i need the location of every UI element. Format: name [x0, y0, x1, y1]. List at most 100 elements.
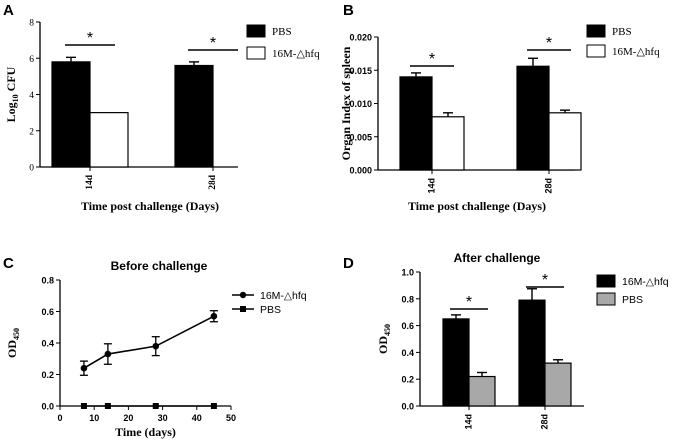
bar-PBS-28d	[516, 65, 550, 171]
x-tick-label: 40	[192, 413, 202, 423]
y-tick-label: 0.6	[41, 307, 54, 317]
data-point-16Mhfq	[104, 350, 112, 358]
chart-title-c: Before challenge	[111, 259, 208, 273]
y-tick-label: 0.0	[41, 402, 54, 412]
legend-swatch-PBS	[586, 24, 606, 38]
panel-c: C Before challenge 0.0 0.2 0.4 0.6 0.8 0 10 20 3…	[3, 255, 307, 439]
data-point-PBS	[104, 403, 111, 409]
bar-PBS-14d	[399, 76, 433, 171]
legend-label: PBS	[612, 26, 632, 38]
panel-letter-d: D	[343, 255, 354, 272]
legend-label: PBS	[260, 304, 281, 316]
y-tick-label: 0.0	[401, 402, 414, 412]
y-axis-title-subscript: 450	[12, 328, 21, 340]
bar-PBS-14d	[468, 375, 496, 407]
y-axis-title: Organ Index of spleen	[339, 46, 353, 160]
legend-swatch-16Mhfq	[586, 44, 606, 58]
y-tick-label: 0.020	[349, 33, 372, 43]
data-point-16Mhfq	[210, 312, 218, 320]
y-tick-label: 0.8	[41, 276, 54, 286]
legend-swatch-PBS	[596, 292, 616, 306]
bar-16Mhfq-28d	[548, 112, 582, 171]
bar-PBS-14d	[51, 61, 91, 168]
y-tick-label: 0.8	[401, 294, 414, 304]
y-axis-title-main: OD	[5, 340, 19, 358]
x-axis-title: Time post challenge (Days)	[81, 199, 219, 213]
y-tick-label: 0.000	[349, 166, 372, 176]
significance-star: *	[210, 35, 216, 52]
x-tick-label: 14d	[426, 178, 436, 194]
significance-star: *	[429, 51, 435, 68]
panel-letter-c: C	[3, 255, 14, 272]
bar-PBS-28d	[544, 362, 572, 407]
y-tick-label: 0.6	[401, 321, 414, 331]
y-tick-label: 0.4	[41, 339, 54, 349]
panel-d: D After challenge 0.0 0.2 0.4 0.6 0.8 1.0 14d *…	[343, 251, 669, 430]
y-axis-title: OD450	[376, 324, 392, 354]
bar-16Mhfq-14d	[442, 318, 470, 407]
x-axis-title: Time (days)	[115, 425, 176, 439]
bar-16Mhfq-14d	[431, 116, 465, 171]
y-tick-label: 2	[29, 127, 34, 137]
y-axis-title-main: OD	[376, 336, 390, 354]
y-tick-label: 0.4	[401, 348, 414, 358]
data-point-PBS	[80, 403, 87, 409]
y-tick-label: 6	[29, 55, 34, 65]
x-tick-label: 10	[89, 413, 99, 423]
legend-swatch-16Mhfq	[246, 46, 266, 60]
legend-label: 16M-△hfq	[260, 290, 307, 302]
panel-a: A 0 2 4 6 8 14d * 28d * Time post challenge (Days…	[3, 2, 320, 213]
x-axis-title: Time post challenge (Days)	[408, 199, 546, 213]
data-point-16Mhfq	[80, 364, 88, 372]
y-tick-label: 0.015	[349, 66, 372, 76]
data-point-16Mhfq	[152, 342, 160, 350]
y-tick-label: 4	[29, 91, 34, 101]
x-tick-label: 28d	[208, 174, 218, 190]
y-axis-title-subscript: 450	[383, 324, 392, 336]
bar-16Mhfq-14d	[89, 112, 129, 168]
y-tick-label: 0.010	[349, 99, 372, 109]
x-tick-label: 28d	[543, 178, 553, 194]
y-axis-title-suffix: CFU	[4, 66, 18, 94]
panel-b: B 0.000 0.005 0.010 0.015 0.020 14d * 28d * Time …	[339, 2, 660, 213]
y-axis-title: Log10 CFU	[4, 66, 20, 122]
data-point-PBS	[152, 403, 159, 409]
significance-star: *	[546, 35, 552, 52]
significance-star: *	[542, 272, 548, 289]
y-tick-label: 0.2	[41, 370, 54, 380]
significance-star: *	[87, 30, 93, 47]
x-tick-label: 0	[57, 413, 62, 423]
legend-label: PBS	[622, 294, 643, 306]
legend-label: 16M-△hfq	[272, 48, 320, 60]
y-tick-label: 1.0	[401, 268, 414, 278]
legend-marker-circle	[239, 291, 247, 299]
y-tick-label: 0.005	[349, 132, 372, 142]
legend-label: PBS	[272, 26, 292, 38]
panel-letter-a: A	[3, 2, 14, 19]
data-point-PBS	[210, 403, 217, 409]
x-tick-label: 14d	[463, 414, 473, 430]
series-line-16Mhfq	[83, 315, 215, 369]
bar-PBS-28d	[174, 64, 214, 168]
y-axis-title-main: Log	[4, 102, 18, 122]
y-axis-title-subscript: 10	[11, 94, 20, 102]
significance-star: *	[466, 294, 472, 311]
legend-swatch-16Mhfq	[596, 274, 616, 288]
legend-label: 16M-△hfq	[612, 46, 660, 58]
bar-16Mhfq-28d	[518, 299, 546, 407]
legend-marker-square	[240, 306, 246, 312]
y-tick-label: 8	[29, 19, 34, 29]
x-tick-label: 14d	[85, 174, 95, 190]
x-tick-label: 50	[226, 413, 236, 423]
x-tick-label: 20	[123, 413, 133, 423]
legend-label: 16M-△hfq	[622, 276, 669, 288]
legend-swatch-PBS	[246, 24, 266, 38]
x-tick-label: 28d	[539, 414, 549, 430]
chart-title-d: After challenge	[454, 251, 541, 265]
y-tick-label: 0.2	[401, 375, 414, 385]
panel-letter-b: B	[343, 2, 354, 19]
y-axis-title: OD450	[5, 328, 21, 358]
y-tick-label: 0	[29, 164, 34, 174]
x-tick-label: 30	[158, 413, 168, 423]
